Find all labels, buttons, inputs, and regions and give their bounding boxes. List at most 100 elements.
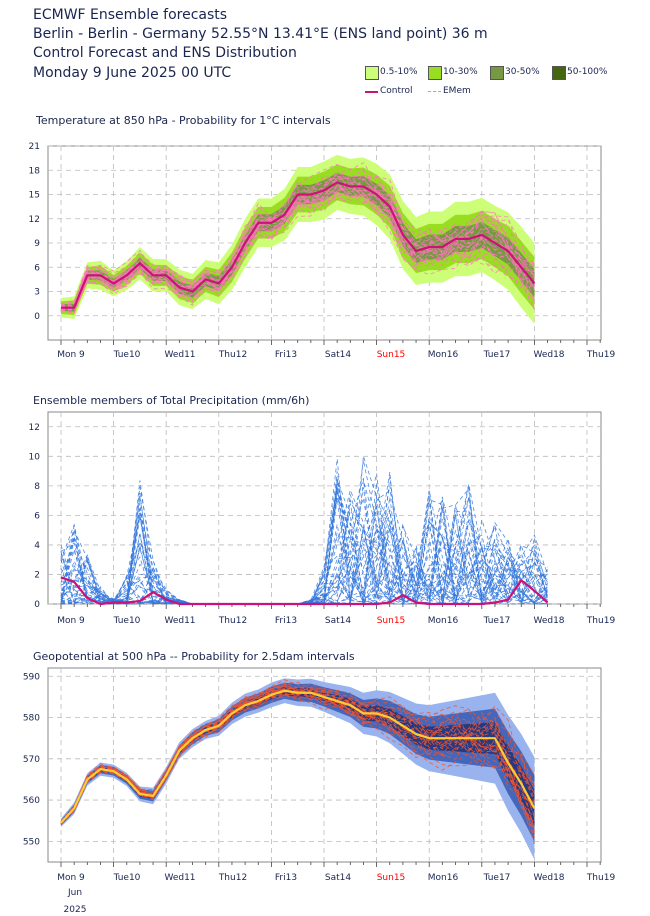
header-title: ECMWF Ensemble forecasts [33,7,228,23]
day-label-0-5: Sat14 [325,350,351,360]
day-label-1-3: Thu12 [218,616,247,626]
day-label-0-2: Wed11 [164,350,195,360]
day-label-1-1: Tue10 [113,616,141,626]
day-label-0-3: Thu12 [218,350,247,360]
control-line-0 [61,181,536,309]
day-label-0-6: Sun15 [377,350,406,360]
prob-band-0-2 [61,172,535,312]
day-label-1-9: Wed18 [533,616,564,626]
legend-swatch-2 [490,66,504,80]
day-label-2-7: Mon16 [428,873,459,883]
day-label-1-5: Sat14 [325,616,351,626]
ytick-1-2: 4 [34,541,40,551]
day-label-0-0: Mon 9 [57,350,85,360]
day-label-2-1: Tue10 [113,873,141,883]
day-label-1-2: Wed11 [164,616,195,626]
chart-title-0: Temperature at 850 hPa - Probability for… [35,114,331,127]
ens-member-1-18 [60,490,548,605]
ytick-2-2: 570 [23,755,40,765]
day-label-2-4: Fri13 [275,873,297,883]
legend-label-2: 30-50% [505,67,540,77]
header-subtitle: Control Forecast and ENS Distribution [33,45,297,61]
ytick-2-0: 550 [23,837,40,847]
prob-band-2-1 [61,682,535,842]
control-line-2 [60,689,536,824]
ens-member-2-21 [60,685,535,824]
day-label-2-3: Thu12 [218,873,247,883]
ens-member-2-12 [60,686,535,831]
ens-member-1-22 [60,488,548,605]
day-label-0-9: Wed18 [533,350,564,360]
ytick-0-4: 12 [29,215,40,225]
prob-band-2-0 [61,678,535,860]
ytick-0-6: 18 [29,166,41,176]
chart-title-1: Ensemble members of Total Precipitation … [33,394,309,407]
day-label-2-8: Tue17 [483,873,511,883]
month-label: Jun [67,888,82,898]
chart-panel-2: Geopotential at 500 hPa -- Probability f… [23,650,616,883]
ytick-1-1: 2 [34,570,40,580]
legend-emem-line [428,91,441,92]
ens-member-2-27 [60,693,535,822]
ens-member-0-20 [60,186,535,311]
ytick-1-4: 8 [34,482,40,492]
ens-member-0-10 [60,187,535,310]
day-label-1-7: Mon16 [428,616,459,626]
ens-member-1-21 [60,499,548,605]
day-label-1-6: Sun15 [377,616,406,626]
ens-member-0-15 [60,172,535,309]
ytick-0-1: 3 [34,288,40,298]
ens-member-2-23 [60,688,535,825]
ens-member-2-5 [60,686,535,830]
ytick-1-5: 10 [29,452,41,462]
day-label-1-8: Tue17 [483,616,511,626]
ens-member-2-26 [60,689,535,824]
ens-member-1-27 [60,496,548,605]
chart-panel-0: Temperature at 850 hPa - Probability for… [29,114,616,360]
ytick-2-4: 590 [23,672,40,682]
ens-member-1-35 [60,486,548,605]
legend-swatch-1 [428,66,442,80]
day-label-2-6: Sun15 [377,873,406,883]
ens-member-1-19 [60,471,548,605]
control-line-1 [60,576,549,606]
legend-label-1: 10-30% [443,67,478,77]
ens-member-1-31 [60,455,548,605]
legend-control-label: Control [380,86,413,96]
year-label: 2025 [64,905,87,915]
day-label-1-0: Mon 9 [57,616,85,626]
legend-label-3: 50-100% [567,67,608,77]
ytick-1-3: 6 [34,511,40,521]
ens-member-1-34 [60,479,548,605]
ytick-1-6: 12 [29,423,40,433]
ytick-0-3: 9 [34,239,40,249]
ens-member-1-38 [60,487,548,605]
ens-member-0-0 [60,182,535,312]
ens-member-0-21 [60,179,535,307]
plot-frame-2 [47,667,602,863]
legend-swatch-0 [365,66,379,80]
ytick-2-1: 560 [23,796,40,806]
day-label-2-9: Wed18 [533,873,564,883]
ytick-1-0: 0 [34,600,40,610]
day-label-0-8: Tue17 [483,350,511,360]
day-label-1-4: Fri13 [275,616,297,626]
ens-member-0-8 [60,175,535,307]
ens-member-1-33 [60,485,548,605]
ytick-0-7: 21 [29,142,40,152]
ens-member-1-13 [60,510,548,605]
ytick-0-2: 6 [34,263,40,273]
ens-member-0-1 [60,178,535,310]
chart-panel-1: Ensemble members of Total Precipitation … [29,394,616,626]
ens-member-2-16 [60,693,535,825]
day-label-2-2: Wed11 [164,873,195,883]
day-label-2-10: Thu19 [586,873,616,883]
legend-control-line [365,91,378,93]
legend-swatch-3 [552,66,566,80]
header-location: Berlin - Berlin - Germany 52.55°N 13.41°… [33,26,488,42]
day-label-0-1: Tue10 [113,350,141,360]
day-label-0-4: Fri13 [275,350,297,360]
day-label-0-10: Thu19 [586,350,616,360]
